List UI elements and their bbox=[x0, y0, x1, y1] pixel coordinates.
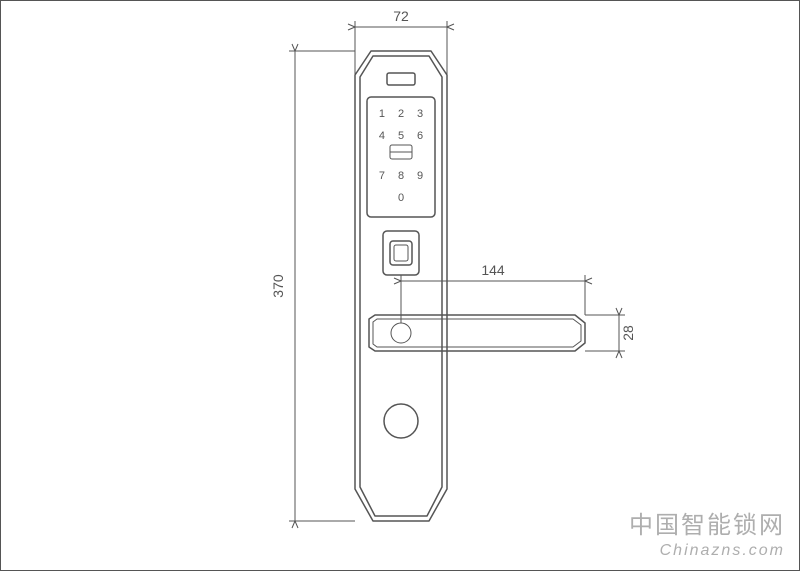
svg-text:2: 2 bbox=[398, 108, 404, 120]
svg-text:8: 8 bbox=[398, 170, 404, 182]
svg-text:1: 1 bbox=[379, 108, 385, 120]
svg-text:28: 28 bbox=[620, 325, 636, 341]
svg-text:72: 72 bbox=[393, 8, 409, 24]
svg-text:7: 7 bbox=[379, 170, 385, 182]
svg-text:5: 5 bbox=[398, 130, 404, 142]
svg-text:0: 0 bbox=[398, 192, 404, 204]
svg-text:3: 3 bbox=[417, 108, 423, 120]
svg-text:370: 370 bbox=[270, 274, 286, 298]
diagram-canvas: 12345678903707214428 中国智能锁网 Chinazns.com bbox=[0, 0, 800, 571]
svg-text:6: 6 bbox=[417, 130, 423, 142]
svg-text:144: 144 bbox=[481, 262, 505, 278]
lock-drawing: 1 2 3 4 5 6 7 8 9 0 370 72 144 28 bbox=[1, 1, 800, 571]
svg-text:4: 4 bbox=[379, 130, 385, 142]
svg-text:9: 9 bbox=[417, 170, 423, 182]
